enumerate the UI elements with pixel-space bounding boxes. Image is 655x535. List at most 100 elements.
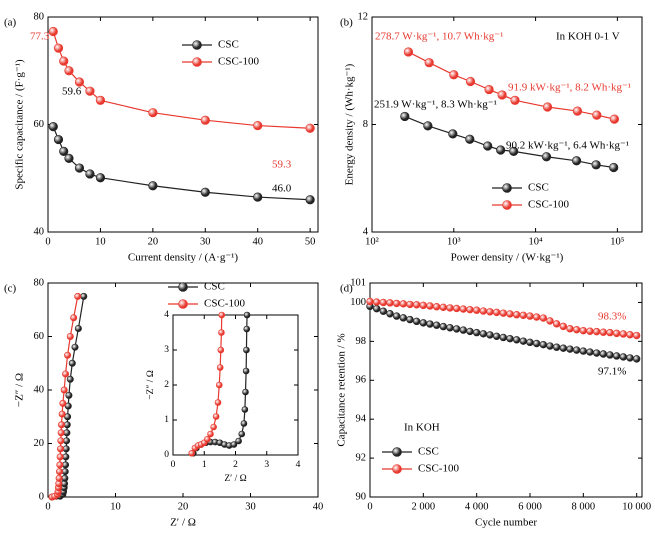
x-tick-label: 20 [178, 501, 189, 512]
x-tick-label: 30 [200, 236, 211, 247]
data-point [58, 410, 66, 418]
x-tick-label: 10⁵ [610, 236, 625, 247]
panel-label: (b) [340, 17, 353, 29]
data-point [70, 314, 78, 322]
data-point [406, 315, 414, 324]
data-point [48, 122, 58, 132]
data-point [552, 343, 561, 351]
data-point [412, 317, 421, 326]
data-point [609, 162, 619, 173]
data-point [85, 169, 95, 179]
data-point [591, 160, 601, 170]
y-tick-label: 94 [356, 414, 367, 425]
data-point [492, 308, 501, 317]
data-point [452, 304, 461, 313]
y-tick-label: 3 [164, 345, 169, 355]
data-point [472, 306, 481, 314]
data-point [572, 106, 583, 116]
x-tick-label: 0 [45, 236, 50, 247]
x-axis-label: Z′ / Ω [170, 517, 196, 529]
data-point [200, 187, 210, 197]
legend-marker [392, 464, 402, 474]
y-tick-label: 0 [39, 491, 44, 502]
data-point [542, 102, 553, 112]
data-point [612, 329, 621, 338]
y-tick-label: 96 [356, 375, 367, 386]
data-point [552, 320, 561, 328]
data-point [466, 305, 474, 314]
data-point [496, 145, 506, 155]
annotation: 98.3% [598, 311, 626, 323]
data-point [526, 338, 534, 347]
data-point [74, 292, 82, 300]
data-point [386, 299, 394, 307]
x-tick-label: 30 [245, 501, 256, 512]
annotation: 46.0 [272, 183, 292, 195]
data-point [80, 292, 88, 300]
panel-label: (d) [340, 283, 353, 295]
x-tick-label: 40 [313, 501, 324, 512]
y-tick-label: 60 [34, 331, 45, 342]
data-point [412, 301, 421, 309]
y-axis-label: Capacitance retention / % [336, 333, 348, 446]
data-point [403, 47, 414, 57]
data-point [66, 332, 74, 340]
data-point [512, 311, 521, 319]
data-point [479, 307, 488, 315]
data-point [57, 437, 65, 445]
legend-label: CSC [218, 39, 239, 51]
x-tick-label: 4 000 [465, 501, 489, 512]
data-point [406, 300, 414, 309]
y-axis-label: Energy density / (Wh·kg⁻¹) [344, 63, 356, 185]
data-point [204, 435, 211, 443]
data-point [238, 430, 246, 438]
data-point [210, 423, 217, 431]
y-tick-label: 80 [34, 11, 45, 22]
data-point [419, 319, 428, 327]
data-point [57, 429, 65, 437]
data-point [399, 300, 408, 308]
data-point [579, 347, 588, 355]
data-point [218, 311, 226, 319]
data-point [586, 327, 594, 335]
data-point [426, 302, 434, 310]
data-point [379, 307, 388, 315]
data-point [439, 303, 448, 312]
legend-label: CSC [204, 281, 225, 293]
data-point [95, 173, 106, 183]
data-point [57, 421, 65, 429]
data-point [483, 141, 493, 151]
data-point [492, 332, 501, 341]
data-point [68, 359, 76, 367]
data-point [253, 192, 263, 202]
data-point [53, 134, 64, 145]
data-point [64, 351, 72, 359]
data-point [243, 325, 251, 333]
y-tick-label: 0 [164, 450, 169, 460]
data-point [65, 391, 73, 399]
data-point [506, 334, 514, 343]
plot-frame [47, 16, 319, 233]
data-point [399, 314, 408, 322]
data-point [559, 322, 568, 331]
annotation: 251.9 W·kg⁻¹, 8.3 Wh·kg⁻¹ [374, 99, 497, 111]
data-point [235, 437, 242, 445]
legend-label: CSC-100 [204, 298, 245, 310]
data-point [632, 331, 641, 340]
data-point [217, 346, 225, 354]
data-point [606, 351, 614, 359]
y-tick-label: 12 [358, 11, 369, 22]
data-point [497, 90, 507, 100]
y-tick-label: 8 [363, 119, 368, 130]
plot-frame [371, 16, 643, 233]
x-tick-label: 10⁴ [528, 236, 543, 247]
data-point [599, 350, 608, 358]
data-point [479, 330, 488, 338]
data-point [599, 328, 608, 336]
data-point [566, 325, 574, 333]
data-point [499, 333, 508, 342]
data-point [59, 399, 67, 407]
data-point [619, 353, 628, 361]
x-tick-label: 0 [171, 460, 176, 470]
